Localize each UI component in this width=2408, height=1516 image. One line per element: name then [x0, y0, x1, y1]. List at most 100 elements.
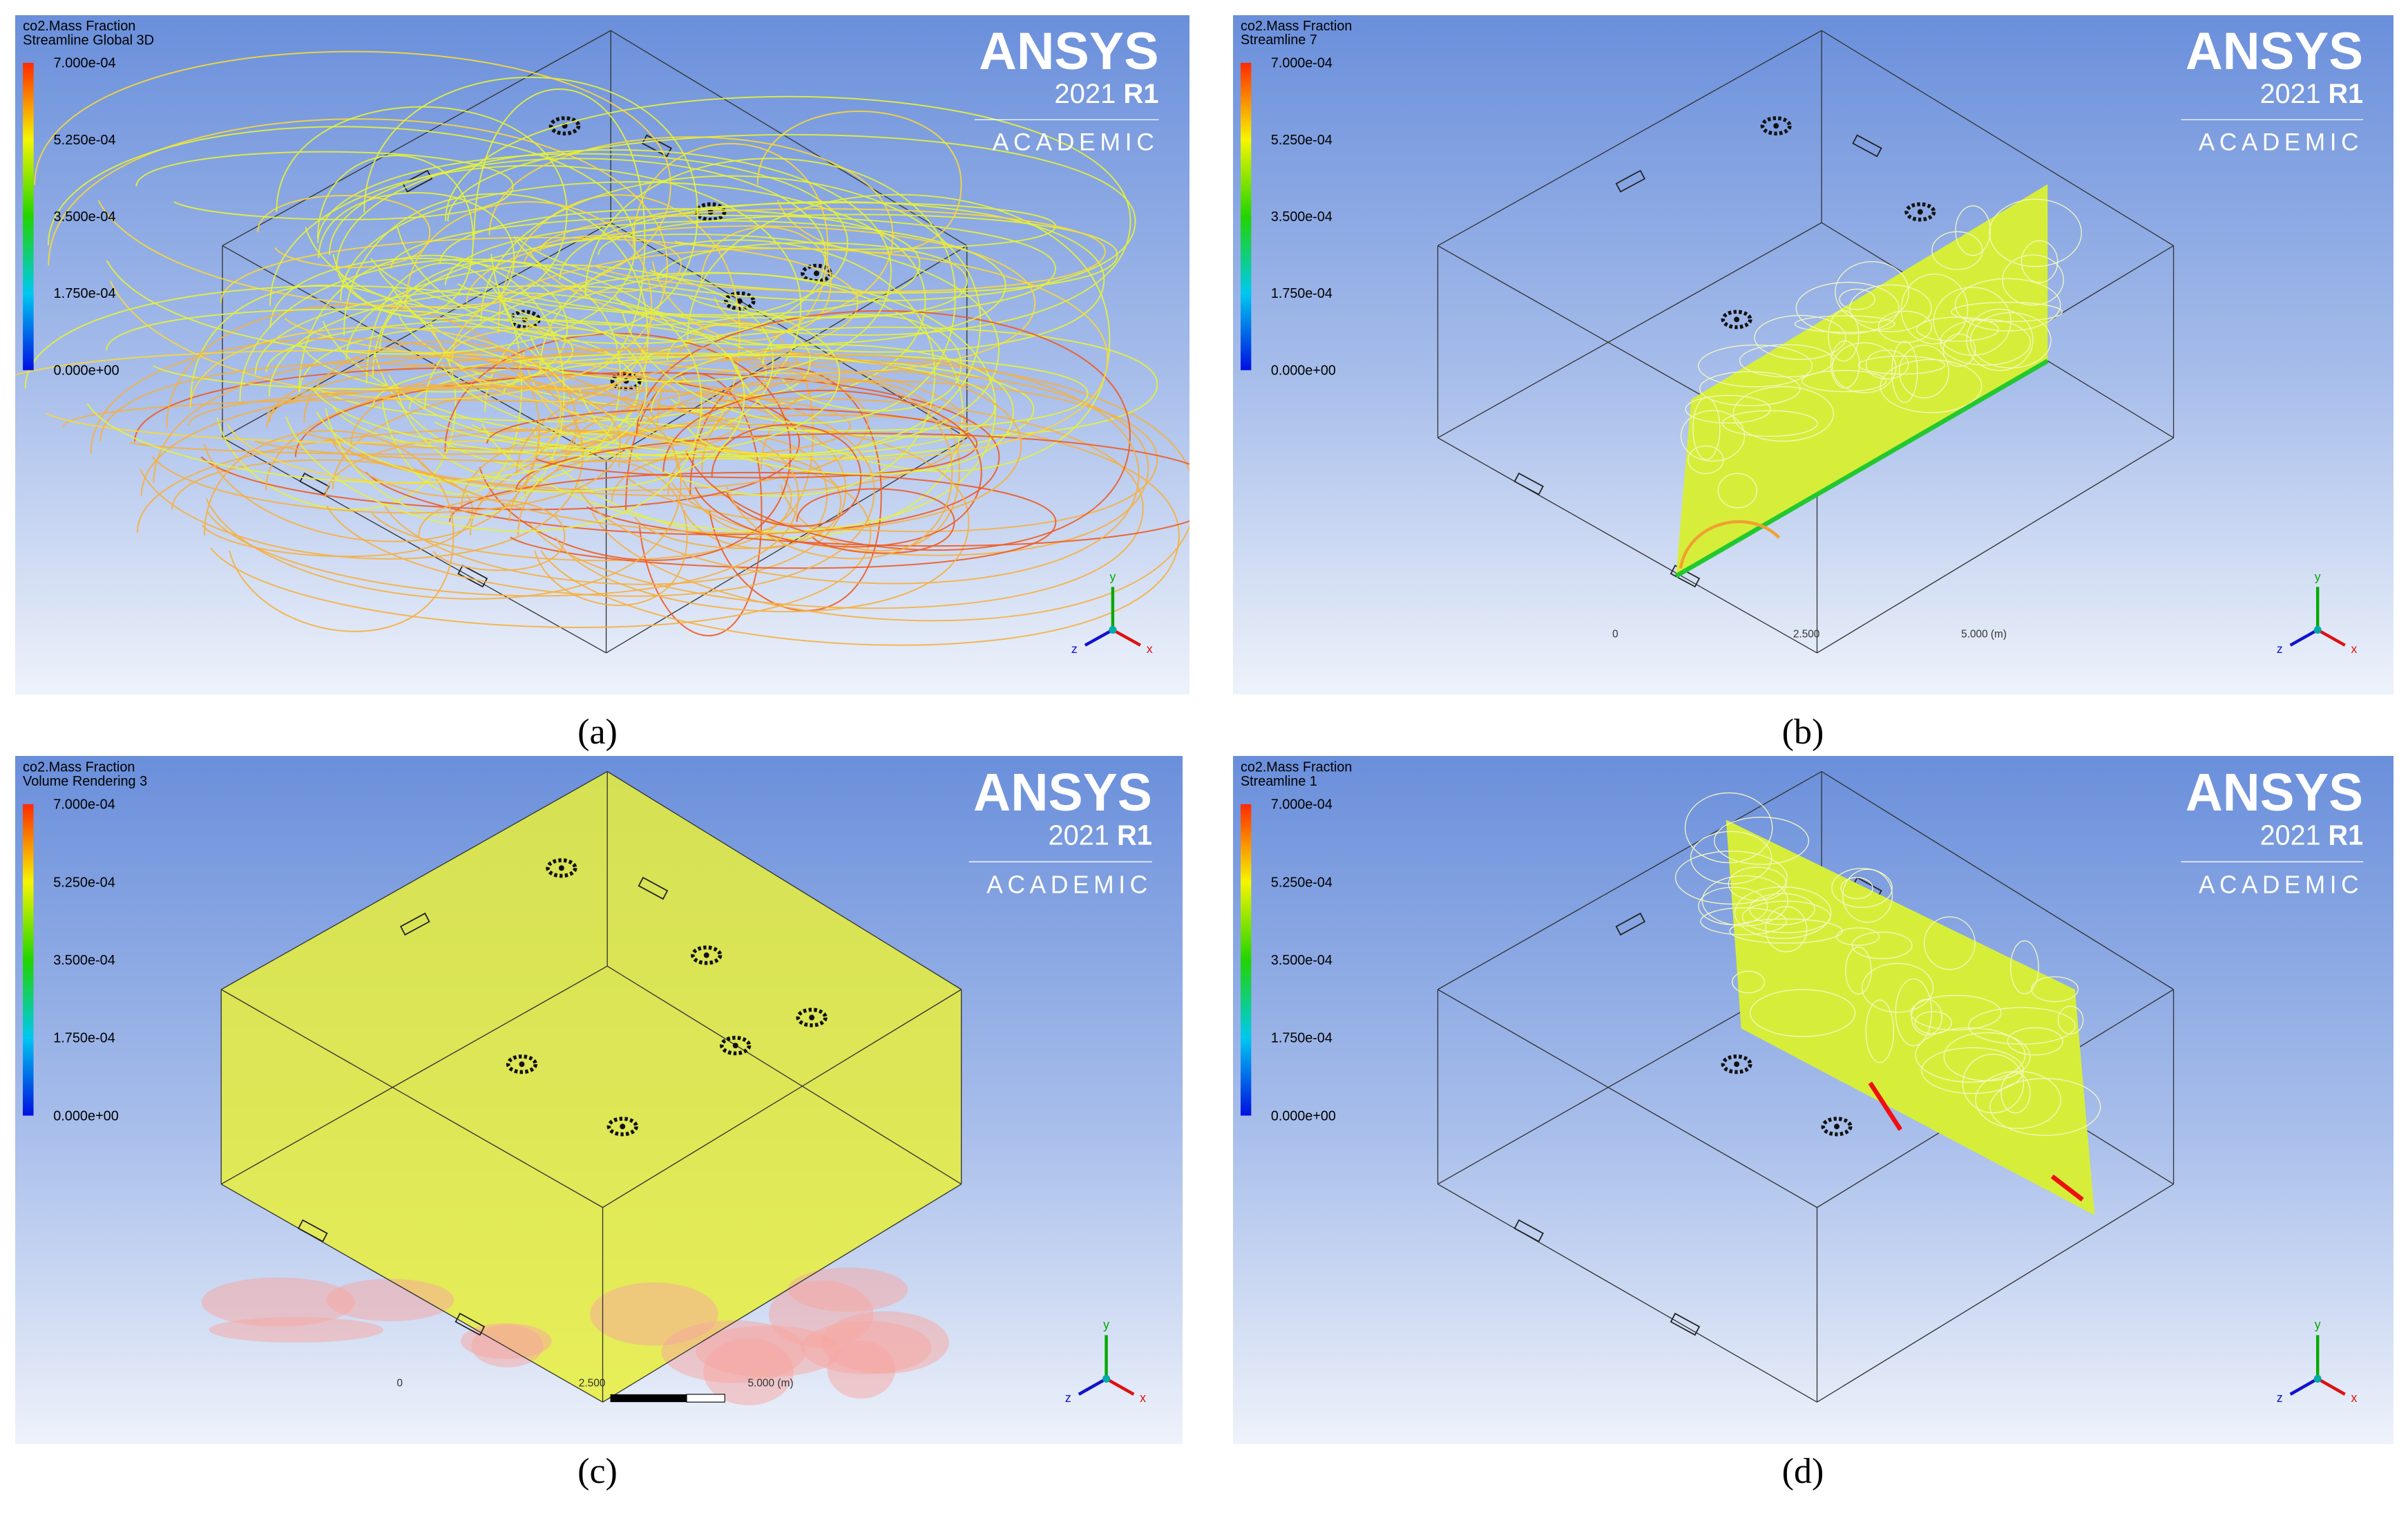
diffuser	[606, 1117, 638, 1137]
axis-origin	[2313, 1374, 2322, 1383]
legend-tick-label: 1.750e-04	[1271, 1030, 1332, 1045]
streamline	[2007, 1027, 2063, 1056]
axis-origin	[1109, 626, 1117, 634]
streamline	[1861, 963, 1934, 1013]
streamline	[711, 424, 862, 527]
diffuser-body	[506, 1054, 538, 1074]
legend-title: co2.Mass Fraction	[1241, 19, 1352, 34]
axis-label: x	[2351, 642, 2358, 656]
streamline	[140, 386, 799, 597]
vent	[1615, 169, 1646, 193]
box-edge	[222, 30, 611, 247]
streamline	[372, 260, 621, 482]
box-edge	[220, 770, 608, 990]
streamline	[1975, 1070, 2061, 1129]
streamline	[1989, 198, 2082, 267]
diffuser	[691, 945, 723, 965]
legend-tick-label: 5.250e-04	[1271, 133, 1332, 148]
streamline	[1674, 851, 1788, 905]
diffuser-core	[736, 298, 743, 304]
caption: (d)	[1781, 1452, 1824, 1491]
streamline	[1679, 520, 1781, 569]
streamline	[1732, 970, 1766, 994]
volume-blob	[696, 1325, 841, 1377]
streamline	[508, 424, 970, 613]
volume-blob	[827, 1340, 895, 1399]
streamline	[190, 285, 457, 511]
box-edge	[1437, 222, 1822, 439]
streamline	[1868, 1081, 1903, 1131]
streamline	[447, 134, 1136, 302]
vent	[638, 876, 669, 900]
logo-edition: ACADEMIC	[993, 129, 1159, 156]
vent	[455, 1312, 486, 1336]
diffuser-core	[703, 952, 709, 958]
logo-name: ANSYS	[2186, 21, 2363, 80]
legend-subtitle: Streamline Global 3D	[23, 32, 154, 48]
box-edge	[220, 989, 603, 1209]
axis-z	[1084, 628, 1114, 647]
streamline	[1700, 907, 1787, 936]
scale-label: 2.500	[579, 1377, 606, 1389]
streamline	[564, 379, 1158, 533]
axis-x	[1105, 1377, 1135, 1396]
streamline	[90, 338, 584, 560]
axis-origin	[1102, 1374, 1111, 1383]
box-edge	[1437, 1184, 1817, 1403]
streamline	[2050, 1174, 2084, 1202]
streamline	[1698, 344, 1813, 388]
streamline	[460, 397, 1144, 609]
diffuser-body	[1760, 116, 1792, 136]
diffuser	[724, 291, 756, 311]
release: R1	[2329, 79, 2364, 109]
legend-tick-label: 5.250e-04	[1271, 875, 1332, 890]
legend-tick-label: 1.750e-04	[53, 1030, 115, 1045]
legend-tick-label: 0.000e+00	[54, 363, 120, 378]
axis-label: y	[2315, 569, 2321, 583]
streamline	[1714, 817, 1810, 865]
streamline	[2020, 240, 2058, 283]
streamline	[1734, 886, 1832, 939]
legend-tick-label: 0.000e+00	[1271, 1108, 1336, 1124]
streamline	[689, 366, 882, 612]
streamline	[365, 263, 523, 495]
streamline	[1899, 344, 1949, 399]
streamline	[1831, 868, 1893, 908]
streamline	[484, 272, 964, 540]
box-edge	[1817, 1184, 2174, 1403]
streamline	[480, 175, 982, 455]
diffuser-body	[720, 1036, 752, 1056]
logo-name: ANSYS	[979, 23, 1158, 81]
streamline	[444, 332, 792, 561]
streamline	[762, 313, 962, 412]
streamline	[188, 387, 851, 462]
streamline	[405, 201, 653, 403]
diffuser-core	[814, 270, 819, 276]
streamline	[298, 325, 639, 453]
diffuser-body	[1721, 1054, 1752, 1074]
streamline	[1839, 288, 1875, 310]
streamline	[1674, 359, 2049, 578]
axis-origin	[2313, 626, 2322, 634]
legend-subtitle: Volume Rendering 3	[23, 774, 147, 789]
logo-version: 2021 R1	[1048, 819, 1152, 851]
streamline	[1954, 278, 2061, 332]
diffuser-body	[546, 858, 577, 878]
legend-title: co2.Mass Fraction	[23, 759, 135, 775]
logo-edition: ACADEMIC	[2199, 129, 2363, 156]
streamline	[276, 106, 568, 310]
box-edge	[606, 770, 962, 990]
diffuser	[720, 1036, 752, 1056]
streamline	[204, 430, 455, 632]
diffuser	[1721, 310, 1752, 330]
axis-z	[1078, 1377, 1107, 1396]
volume-blob	[201, 1277, 356, 1327]
streamline	[2000, 1072, 2031, 1114]
box-edge	[222, 437, 606, 654]
streamline	[2057, 1005, 2084, 1034]
volume-blob	[209, 1317, 383, 1343]
vent	[1513, 472, 1544, 495]
legend-tick-label: 0.000e+00	[1271, 363, 1336, 378]
